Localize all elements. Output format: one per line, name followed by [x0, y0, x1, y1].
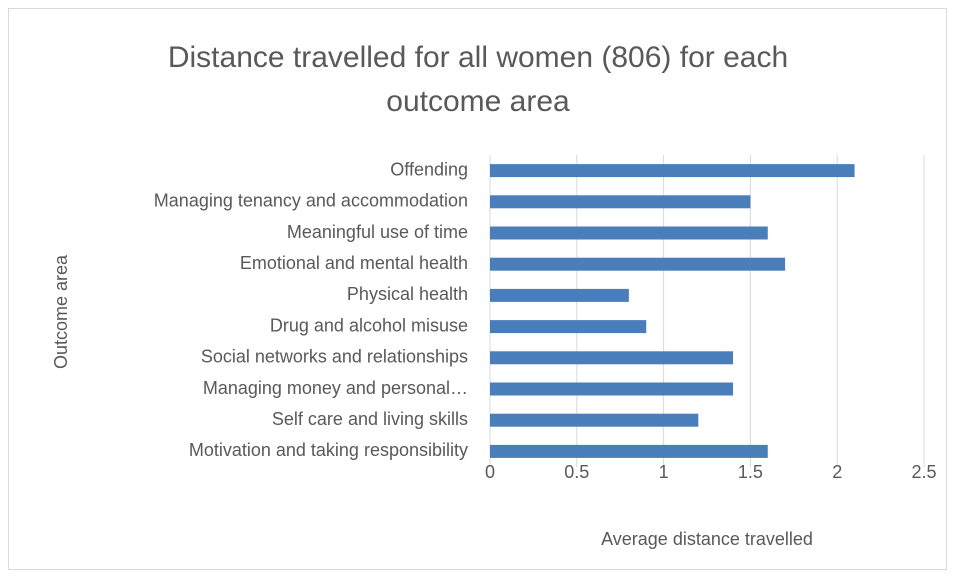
x-tick-label: 1.5 — [738, 462, 763, 482]
bar — [490, 288, 629, 302]
x-axis-title: Average distance travelled — [601, 529, 813, 549]
x-tick-label: 1 — [659, 462, 669, 482]
y-tick-label: Managing money and personal… — [203, 378, 468, 398]
chart-title: Distance travelled for all women (806) f… — [167, 41, 789, 118]
x-tick-label: 2 — [832, 462, 842, 482]
y-axis-title: Outcome area — [51, 254, 71, 369]
y-tick-label: Physical health — [347, 284, 468, 304]
y-tick-label: Managing tenancy and accommodation — [154, 191, 468, 211]
bar — [490, 164, 855, 178]
bar — [490, 226, 768, 240]
y-tick-label: Drug and alcohol misuse — [270, 315, 468, 335]
bar — [490, 444, 768, 458]
x-tick-label: 2.5 — [911, 462, 936, 482]
chart-frame — [8, 8, 947, 570]
y-tick-label: Emotional and mental health — [240, 253, 468, 273]
y-tick-label: Self care and living skills — [272, 409, 468, 429]
y-tick-label: Motivation and taking responsibility — [189, 440, 468, 460]
bar — [490, 351, 734, 365]
y-tick-label: Offending — [390, 159, 468, 179]
bar — [490, 413, 699, 427]
x-tick-label: 0 — [485, 462, 495, 482]
bar — [490, 320, 647, 334]
bar — [490, 382, 734, 396]
x-tick-label: 0.5 — [564, 462, 589, 482]
bar — [490, 195, 751, 209]
y-tick-label: Social networks and relationships — [201, 347, 468, 367]
y-tick-label: Meaningful use of time — [287, 222, 468, 242]
bar — [490, 257, 786, 271]
